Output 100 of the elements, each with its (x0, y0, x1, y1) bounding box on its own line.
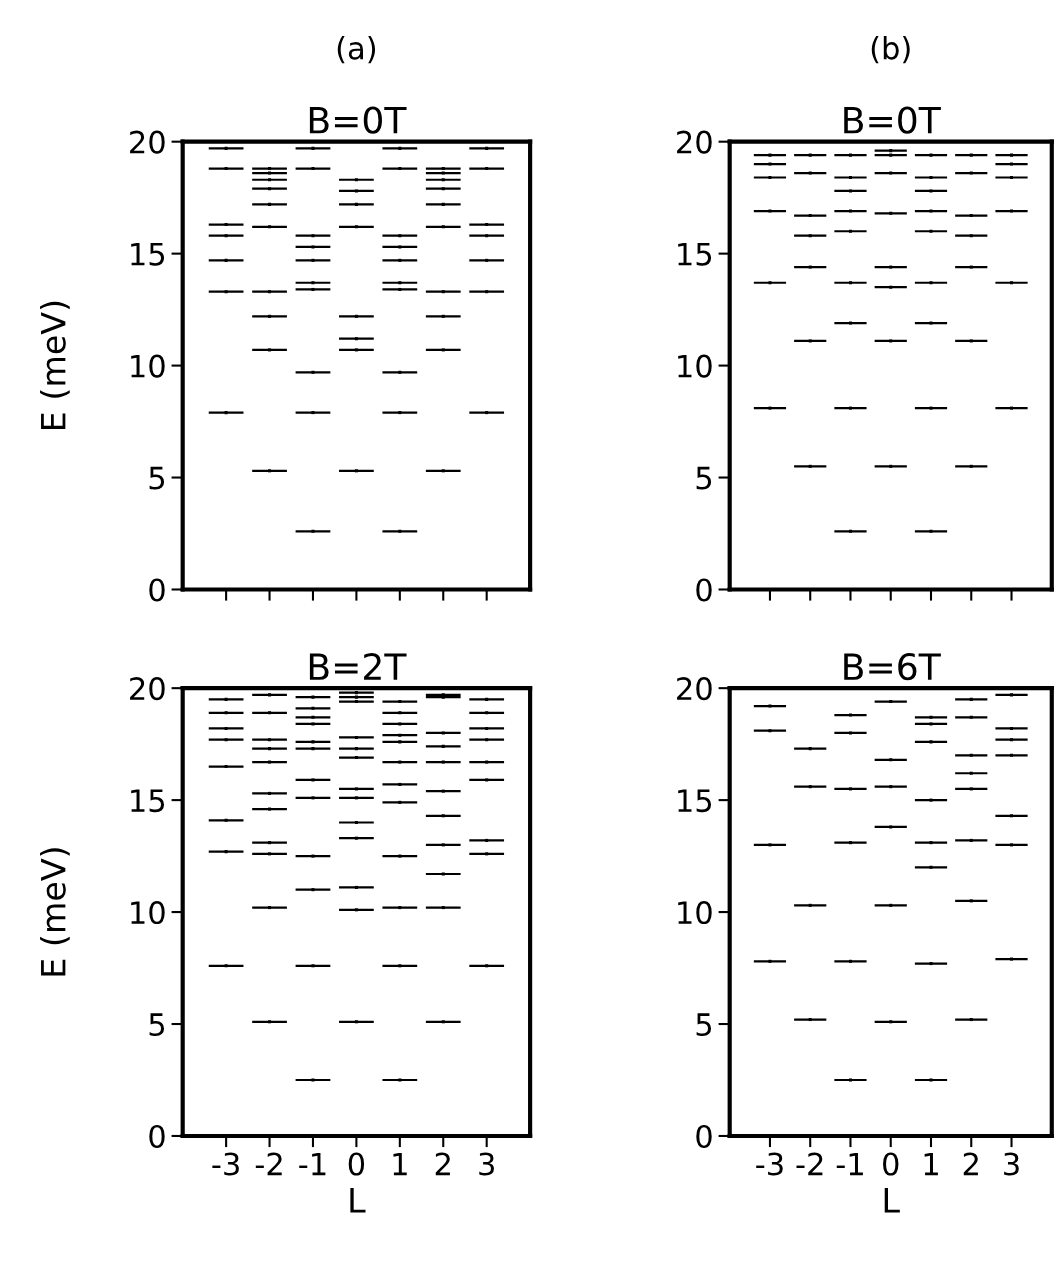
point (889, 171, 893, 175)
point (889, 211, 893, 215)
y-tick-label: 0 (696, 1124, 712, 1149)
x-tick-label: 0 (348, 1152, 365, 1176)
x-tick-label: -2 (796, 1152, 823, 1176)
point (1009, 162, 1014, 166)
point (1009, 175, 1014, 180)
chart-title: B=0T (844, 106, 941, 134)
y-tick-label: 15 (678, 242, 712, 266)
point (848, 713, 852, 717)
point (929, 740, 933, 744)
point (768, 843, 772, 847)
x-tick-label: -1 (836, 1152, 863, 1176)
point (808, 747, 812, 751)
point (969, 753, 973, 757)
point (969, 697, 973, 701)
point (848, 841, 852, 845)
point (808, 903, 812, 907)
point (889, 700, 893, 704)
x-tick-label: -1 (299, 1152, 326, 1176)
x-tick-label: 0 (883, 1152, 899, 1176)
point (969, 838, 973, 842)
point (808, 785, 812, 789)
y-tick-label: 10 (678, 354, 712, 378)
point (768, 209, 772, 213)
x-axis-title: L (884, 1188, 900, 1213)
y-tick-label: 15 (131, 242, 165, 266)
point (889, 149, 893, 153)
y-tick-label: 5 (149, 466, 165, 490)
point (848, 529, 852, 533)
point (969, 171, 973, 175)
point (1009, 814, 1014, 818)
point (848, 1078, 852, 1082)
point (889, 265, 893, 269)
point (1009, 738, 1014, 742)
point (969, 214, 973, 218)
point (929, 321, 933, 325)
point (929, 281, 933, 285)
point (969, 339, 973, 343)
y-tick-label: 10 (678, 901, 712, 925)
point (929, 962, 933, 966)
x-tick-label: -2 (255, 1152, 282, 1176)
y-tick-label: 10 (131, 901, 165, 925)
x-tick-label: 3 (479, 1152, 494, 1176)
point (1009, 843, 1014, 847)
point (929, 841, 933, 845)
point (768, 162, 772, 166)
y-axis-title: E (meV) (40, 848, 70, 976)
point (889, 903, 893, 907)
text: (a) (337, 36, 376, 64)
y-tick-label: 5 (149, 1013, 165, 1037)
x-tick-label: -3 (212, 1152, 239, 1176)
y-tick-label: 10 (131, 354, 165, 378)
point (929, 865, 933, 869)
y-tick-label: 15 (678, 789, 712, 813)
y-tick-label: 5 (696, 466, 712, 490)
point (969, 234, 973, 238)
point (929, 722, 933, 726)
y-tick-label: 20 (130, 130, 165, 154)
y-tick-label: 0 (149, 1124, 165, 1149)
point (929, 189, 933, 193)
point (929, 1078, 933, 1082)
point (929, 229, 933, 233)
x-tick-label: 1 (924, 1152, 938, 1176)
point (1009, 209, 1014, 213)
point (768, 959, 772, 963)
x-tick-label: 3 (1004, 1152, 1019, 1176)
point (808, 171, 812, 175)
point (929, 715, 933, 719)
point (889, 339, 893, 343)
y-tick-label: 5 (696, 1013, 712, 1037)
point (1009, 753, 1014, 757)
point (808, 214, 812, 218)
point (808, 1018, 812, 1022)
point (889, 464, 893, 468)
chart-title: B=2T (309, 653, 407, 680)
point (889, 825, 893, 829)
x-tick-label: -3 (756, 1152, 783, 1176)
x-tick-label: 2 (963, 1152, 978, 1176)
point (969, 153, 973, 157)
chart-title: B=6T (844, 653, 941, 681)
point (929, 153, 933, 157)
x-tick-label: 2 (435, 1152, 450, 1176)
point (1009, 153, 1014, 157)
point (969, 787, 973, 791)
text: (b) (871, 35, 910, 64)
point (969, 265, 973, 269)
x-axis-title: L (350, 1188, 366, 1213)
y-tick-label: 20 (677, 677, 712, 701)
point (889, 285, 893, 289)
point (848, 209, 852, 213)
point (768, 153, 772, 157)
y-tick-label: 0 (149, 578, 165, 602)
y-tick-label: 0 (696, 578, 712, 602)
point (808, 339, 812, 343)
point (929, 406, 933, 410)
point (929, 529, 933, 533)
point (1009, 281, 1014, 285)
x-tick-label: 1 (393, 1152, 407, 1176)
point (848, 153, 852, 157)
